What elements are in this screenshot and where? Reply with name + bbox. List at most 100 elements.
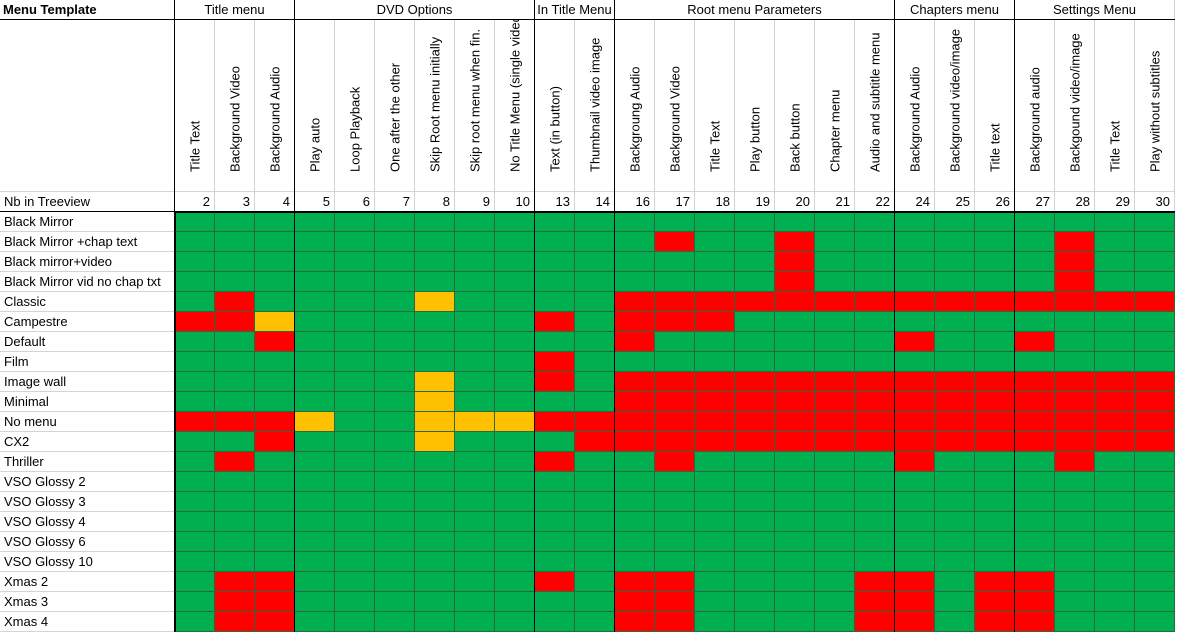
status-cell[interactable]	[935, 572, 975, 592]
status-cell[interactable]	[1095, 592, 1135, 612]
status-cell[interactable]	[735, 352, 775, 372]
status-cell[interactable]	[415, 272, 455, 292]
status-cell[interactable]	[415, 352, 455, 372]
status-cell[interactable]	[455, 612, 495, 632]
status-cell[interactable]	[695, 472, 735, 492]
status-cell[interactable]	[255, 532, 295, 552]
status-cell[interactable]	[775, 292, 815, 312]
status-cell[interactable]	[735, 452, 775, 472]
status-cell[interactable]	[935, 292, 975, 312]
status-cell[interactable]	[415, 592, 455, 612]
status-cell[interactable]	[935, 232, 975, 252]
status-cell[interactable]	[175, 312, 215, 332]
status-cell[interactable]	[495, 572, 535, 592]
status-cell[interactable]	[935, 252, 975, 272]
status-cell[interactable]	[1135, 532, 1175, 552]
status-cell[interactable]	[615, 252, 655, 272]
column-header[interactable]: No Title Menu (single video)	[495, 20, 535, 192]
status-cell[interactable]	[855, 592, 895, 612]
column-header[interactable]: Title Text	[1095, 20, 1135, 192]
status-cell[interactable]	[695, 532, 735, 552]
status-cell[interactable]	[295, 572, 335, 592]
status-cell[interactable]	[215, 272, 255, 292]
status-cell[interactable]	[1095, 372, 1135, 392]
status-cell[interactable]	[495, 452, 535, 472]
status-cell[interactable]	[655, 492, 695, 512]
status-cell[interactable]	[935, 532, 975, 552]
status-cell[interactable]	[895, 232, 935, 252]
status-cell[interactable]	[215, 252, 255, 272]
status-cell[interactable]	[775, 432, 815, 452]
status-cell[interactable]	[935, 612, 975, 632]
status-cell[interactable]	[335, 472, 375, 492]
status-cell[interactable]	[375, 432, 415, 452]
group-header[interactable]: Title menu	[175, 0, 295, 20]
status-cell[interactable]	[295, 312, 335, 332]
status-cell[interactable]	[655, 392, 695, 412]
status-cell[interactable]	[695, 372, 735, 392]
status-cell[interactable]	[895, 572, 935, 592]
status-cell[interactable]	[375, 212, 415, 232]
status-cell[interactable]	[415, 312, 455, 332]
status-cell[interactable]	[295, 372, 335, 392]
status-cell[interactable]	[815, 432, 855, 452]
status-cell[interactable]	[255, 492, 295, 512]
status-cell[interactable]	[415, 292, 455, 312]
status-cell[interactable]	[895, 492, 935, 512]
status-cell[interactable]	[815, 252, 855, 272]
status-cell[interactable]	[615, 332, 655, 352]
status-cell[interactable]	[495, 292, 535, 312]
status-cell[interactable]	[735, 232, 775, 252]
status-cell[interactable]	[415, 492, 455, 512]
status-cell[interactable]	[815, 332, 855, 352]
status-cell[interactable]	[695, 312, 735, 332]
status-cell[interactable]	[695, 412, 735, 432]
status-cell[interactable]	[1135, 472, 1175, 492]
status-cell[interactable]	[1135, 612, 1175, 632]
status-cell[interactable]	[255, 552, 295, 572]
status-cell[interactable]	[495, 512, 535, 532]
status-cell[interactable]	[335, 292, 375, 312]
status-cell[interactable]	[175, 212, 215, 232]
status-cell[interactable]	[775, 332, 815, 352]
status-cell[interactable]	[975, 352, 1015, 372]
treeview-number-cell[interactable]: 17	[655, 192, 695, 212]
status-cell[interactable]	[255, 352, 295, 372]
status-cell[interactable]	[775, 252, 815, 272]
status-cell[interactable]	[1055, 432, 1095, 452]
status-cell[interactable]	[815, 572, 855, 592]
status-cell[interactable]	[975, 252, 1015, 272]
status-cell[interactable]	[535, 352, 575, 372]
status-cell[interactable]	[455, 252, 495, 272]
column-header[interactable]: Backgroung Audio	[615, 20, 655, 192]
status-cell[interactable]	[575, 212, 615, 232]
status-cell[interactable]	[695, 452, 735, 472]
status-cell[interactable]	[895, 452, 935, 472]
status-cell[interactable]	[855, 452, 895, 472]
status-cell[interactable]	[455, 272, 495, 292]
status-cell[interactable]	[255, 212, 295, 232]
status-cell[interactable]	[175, 472, 215, 492]
status-cell[interactable]	[535, 552, 575, 572]
status-cell[interactable]	[735, 572, 775, 592]
status-cell[interactable]	[655, 372, 695, 392]
column-header[interactable]: Background video/image	[935, 20, 975, 192]
status-cell[interactable]	[1095, 252, 1135, 272]
row-label[interactable]: Xmas 2	[0, 572, 175, 592]
status-cell[interactable]	[855, 372, 895, 392]
status-cell[interactable]	[215, 532, 255, 552]
status-cell[interactable]	[335, 272, 375, 292]
status-cell[interactable]	[175, 392, 215, 412]
status-cell[interactable]	[255, 272, 295, 292]
status-cell[interactable]	[1095, 232, 1135, 252]
status-cell[interactable]	[855, 312, 895, 332]
status-cell[interactable]	[215, 412, 255, 432]
status-cell[interactable]	[215, 332, 255, 352]
status-cell[interactable]	[895, 412, 935, 432]
status-cell[interactable]	[1095, 612, 1135, 632]
status-cell[interactable]	[255, 572, 295, 592]
group-header[interactable]: Root menu Parameters	[615, 0, 895, 20]
status-cell[interactable]	[655, 252, 695, 272]
treeview-number-cell[interactable]: 8	[415, 192, 455, 212]
status-cell[interactable]	[215, 492, 255, 512]
